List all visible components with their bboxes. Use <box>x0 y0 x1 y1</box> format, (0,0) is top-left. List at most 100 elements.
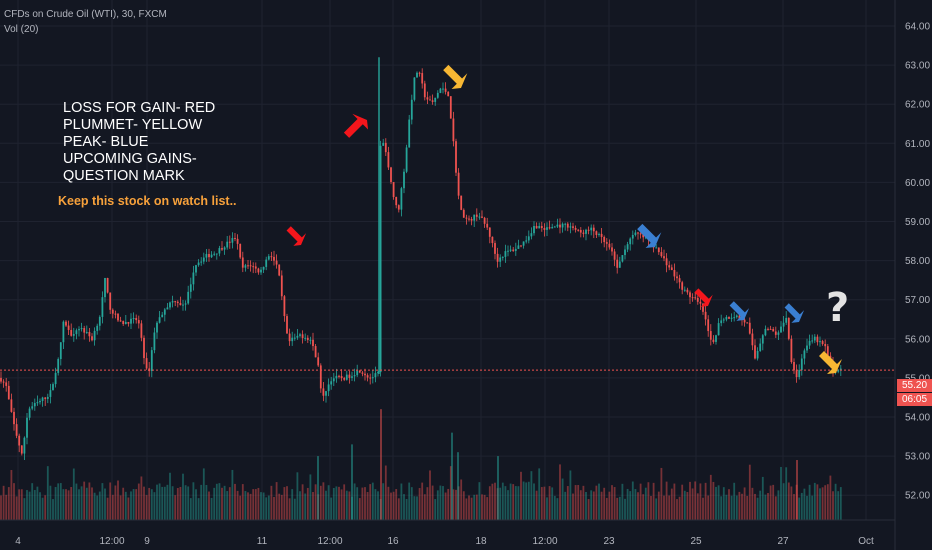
candle-body <box>460 195 463 210</box>
volume-bar <box>278 493 281 520</box>
candle-body <box>600 233 603 237</box>
legend-line-blue: PEAK- BLUE <box>63 134 149 150</box>
volume-bar <box>156 484 158 520</box>
volume-bar <box>774 496 777 520</box>
candle-body <box>182 304 184 306</box>
candle-body <box>462 209 465 218</box>
candle-body <box>543 228 546 230</box>
volume-bar <box>704 482 707 520</box>
question-mark-annotation: ? <box>826 285 850 331</box>
volume-bar <box>273 496 275 520</box>
candle-body <box>137 320 140 324</box>
volume-bar <box>455 489 457 520</box>
candle-body <box>826 346 829 356</box>
volume-bar <box>153 492 156 520</box>
volume-bar <box>725 494 728 520</box>
candle-body <box>379 145 382 373</box>
candle-body <box>431 100 434 102</box>
volume-bar <box>299 491 301 520</box>
arrow-shape <box>784 303 805 323</box>
volume-bar <box>114 485 117 520</box>
volume-bar <box>686 491 689 520</box>
candle-body <box>613 251 616 260</box>
volume-bar <box>59 483 62 520</box>
volume-bar <box>798 497 801 520</box>
volume-bar <box>751 487 754 520</box>
volume-bar <box>265 497 268 520</box>
volume-bar <box>655 498 658 520</box>
volume-bar <box>574 485 577 520</box>
candle-body <box>44 397 47 399</box>
volume-bar <box>673 483 676 520</box>
volume-bar <box>743 487 746 520</box>
volume-bar <box>738 491 741 520</box>
candle-body <box>387 152 390 168</box>
volume-bar <box>431 485 434 520</box>
volume-bar <box>423 494 426 520</box>
candle-body <box>621 255 624 262</box>
volume-bar <box>366 491 369 520</box>
volume-bar <box>709 474 712 520</box>
pointer-arrow-icon <box>784 303 805 323</box>
candle-body <box>436 92 439 98</box>
volume-bar <box>475 494 478 520</box>
volume-bar <box>514 486 517 520</box>
volume-bar <box>75 483 78 520</box>
volume-bar <box>319 485 322 520</box>
candle-body <box>356 370 359 376</box>
volume-bar <box>434 499 437 520</box>
volume-bar <box>65 489 67 520</box>
candle-body <box>330 381 333 385</box>
candle-body <box>91 336 93 341</box>
volume-bar <box>23 498 26 520</box>
candle-body <box>704 311 707 320</box>
volume-bar <box>525 482 528 520</box>
arrow-shape <box>819 351 842 374</box>
time-axis[interactable]: 4 12:00 9 11 12:00 16 18 12:00 23 25 27 Oct <box>0 519 895 547</box>
candle-body <box>291 337 294 342</box>
volume-bar <box>85 487 88 520</box>
candle-body <box>585 229 587 234</box>
candle-body <box>317 357 320 366</box>
price-tick-label: 59.00 <box>905 217 930 228</box>
volume-bar <box>429 470 431 520</box>
volume-spike <box>380 409 382 520</box>
candle-body <box>574 227 577 230</box>
candle-body <box>608 243 611 248</box>
volume-bar <box>678 496 681 520</box>
volume-bar <box>312 491 314 520</box>
candle-body <box>525 240 528 242</box>
time-tick-label: 16 <box>387 536 399 547</box>
candle-body <box>725 317 728 320</box>
candle-body <box>153 332 156 351</box>
candle-body <box>299 334 301 336</box>
volume-bar <box>592 491 595 520</box>
volume-bar <box>741 493 743 520</box>
candle-body <box>33 403 36 407</box>
volume-bar <box>213 487 216 520</box>
candle-body <box>806 345 808 351</box>
arrow-shape <box>443 64 468 90</box>
candle-body <box>280 275 283 297</box>
volume-bar <box>561 478 564 520</box>
price-tick-label: 57.00 <box>905 295 930 306</box>
candle-body <box>301 334 304 339</box>
volume-bar <box>83 481 86 520</box>
candle-body <box>655 247 658 249</box>
volume-bar <box>174 495 177 520</box>
volume-bar <box>218 483 221 520</box>
candle-body <box>109 292 112 310</box>
candle-body <box>670 267 673 271</box>
watch-list-note: Keep this stock on watch list.. <box>58 194 237 208</box>
candle-body <box>210 254 213 258</box>
volume-bar <box>522 481 525 520</box>
candle-body <box>309 339 312 341</box>
volume-bar <box>192 482 195 520</box>
volume-bar <box>54 487 57 520</box>
volume-bar <box>808 484 811 520</box>
candle-body <box>197 262 200 266</box>
price-axis[interactable]: 52.00 53.00 54.00 55.00 56.00 57.00 58.00 59.00… <box>894 0 930 550</box>
candle-body <box>780 326 782 333</box>
pointer-arrow-icon <box>637 223 662 249</box>
